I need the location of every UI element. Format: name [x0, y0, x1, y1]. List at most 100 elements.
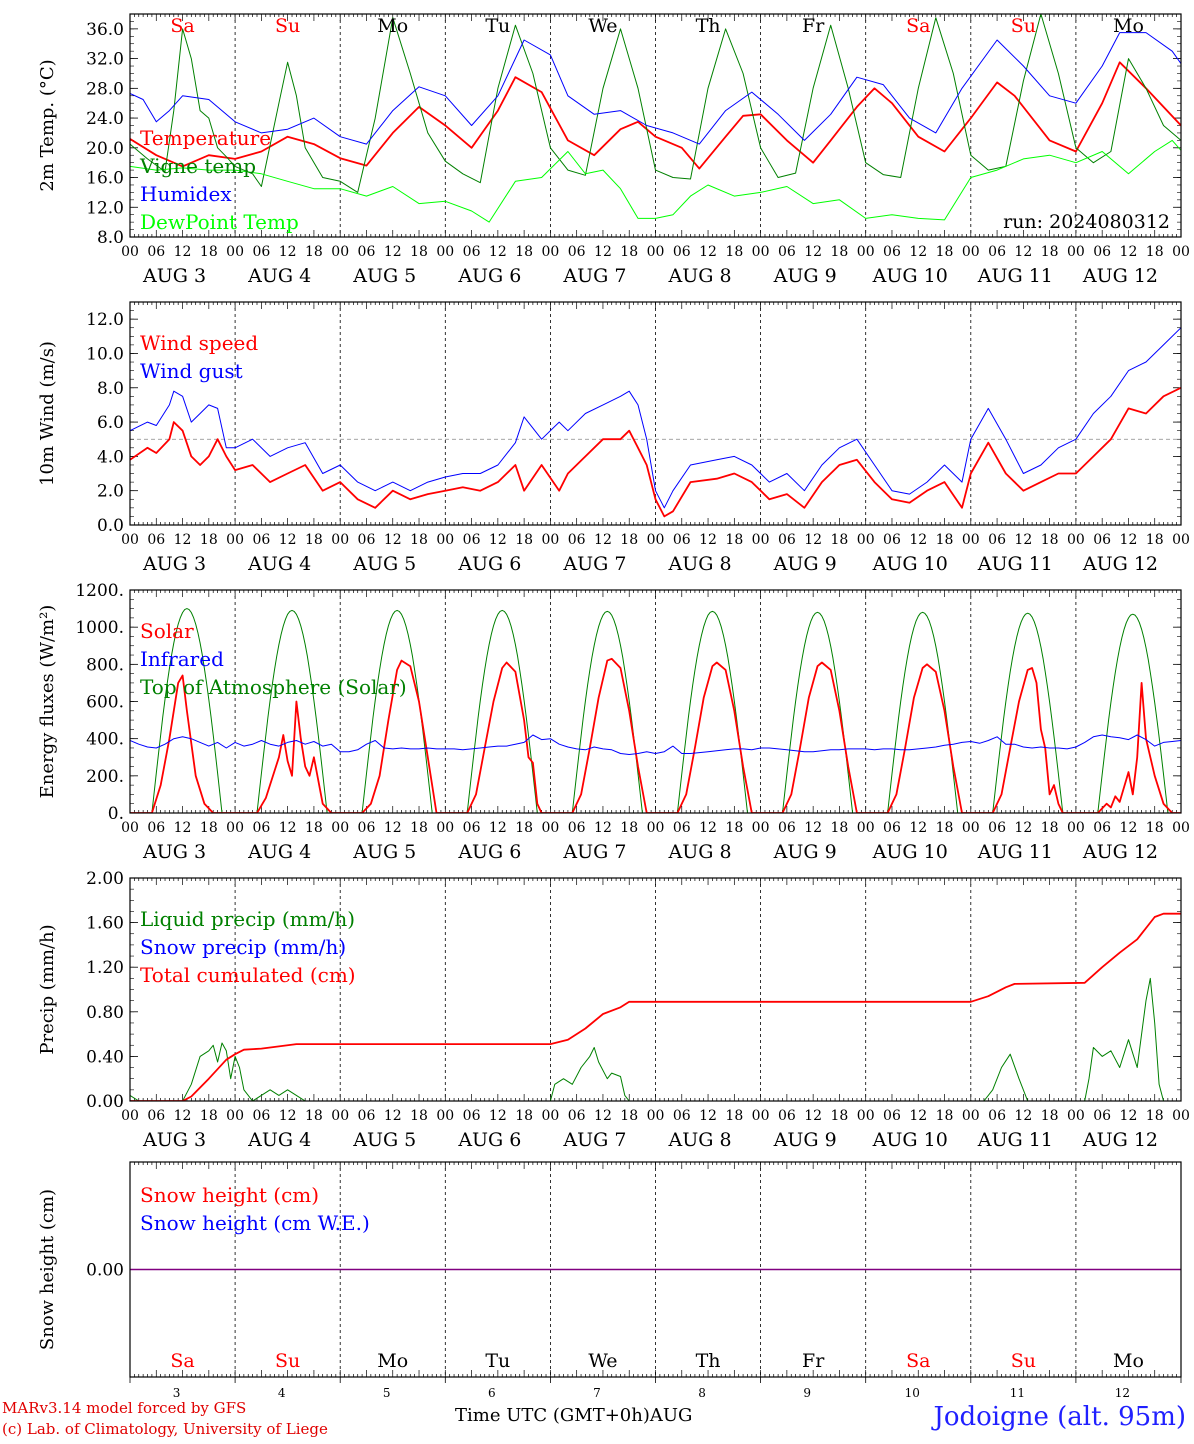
hour-tick-label: 18 [410, 820, 428, 836]
hour-tick-label: 18 [1041, 820, 1059, 836]
y-tick-label: 600. [86, 693, 124, 713]
hour-tick-label: 12 [489, 1108, 507, 1124]
hour-tick-label: 12 [804, 820, 822, 836]
hour-tick-label: 00 [121, 820, 139, 836]
hour-tick-label: 18 [200, 532, 218, 548]
day-number-label: 6 [488, 1386, 496, 1400]
day-number-label: 11 [1010, 1386, 1025, 1400]
hour-tick-label: 06 [1093, 244, 1111, 260]
date-label: AUG 6 [457, 841, 521, 863]
date-label: AUG 12 [1082, 553, 1158, 575]
hour-tick-label: 18 [831, 820, 849, 836]
date-label: AUG 11 [977, 1129, 1053, 1151]
hour-tick-label: 12 [699, 532, 717, 548]
y-tick-label: 20.0 [86, 139, 124, 159]
hour-tick-label: 12 [1120, 244, 1138, 260]
hour-tick-label: 12 [384, 244, 402, 260]
series-line-top-of-atmosphere-solar- [130, 608, 1181, 813]
series-line-humidex [130, 32, 1181, 145]
legend-liquid-precip-mm-h-: Liquid precip (mm/h) [140, 907, 355, 931]
hour-tick-label: 06 [358, 1108, 376, 1124]
hour-tick-label: 06 [568, 244, 586, 260]
date-label: AUG 7 [562, 1129, 626, 1151]
date-label: AUG 9 [773, 553, 837, 575]
hour-tick-label: 06 [147, 532, 165, 548]
hour-tick-label: 00 [647, 1108, 665, 1124]
hour-tick-label: 00 [1067, 244, 1085, 260]
weekday-label: Sa [906, 1350, 930, 1372]
hour-tick-label: 06 [673, 244, 691, 260]
hour-tick-label: 00 [1067, 1108, 1085, 1124]
hour-tick-label: 18 [515, 244, 533, 260]
hour-tick-label: 06 [147, 1108, 165, 1124]
date-label: AUG 11 [977, 841, 1053, 863]
weekday-label: We [588, 15, 617, 37]
hour-tick-label: 18 [1146, 820, 1164, 836]
hour-tick-label: 12 [279, 820, 297, 836]
hour-tick-label: 00 [647, 820, 665, 836]
hour-tick-label: 06 [883, 244, 901, 260]
hour-tick-label: 00 [436, 532, 454, 548]
y-axis-label: Precip (mm/h) [37, 924, 58, 1054]
hour-tick-label: 06 [988, 820, 1006, 836]
hour-tick-label: 00 [752, 1108, 770, 1124]
date-label: AUG 10 [872, 1129, 948, 1151]
y-tick-label: 16.0 [86, 169, 124, 189]
hour-tick-label: 12 [804, 1108, 822, 1124]
hour-tick-label: 06 [568, 532, 586, 548]
date-label: AUG 8 [668, 265, 732, 287]
hour-tick-label: 12 [1014, 532, 1032, 548]
hour-tick-label: 00 [226, 244, 244, 260]
date-label: AUG 7 [562, 841, 626, 863]
hour-tick-label: 18 [410, 244, 428, 260]
date-label: AUG 10 [872, 841, 948, 863]
hour-tick-label: 12 [1014, 1108, 1032, 1124]
hour-tick-label: 18 [515, 1108, 533, 1124]
hour-tick-label: 06 [568, 820, 586, 836]
hour-tick-label: 06 [1093, 820, 1111, 836]
hour-tick-label: 12 [174, 532, 192, 548]
day-number-label: 8 [698, 1386, 706, 1400]
hour-tick-label: 00 [331, 820, 349, 836]
hour-tick-label: 12 [489, 820, 507, 836]
legend-vigne-temp: Vigne temp [139, 154, 256, 178]
hour-tick-label: 12 [594, 244, 612, 260]
station-name: Jodoigne (alt. 95m) [933, 1402, 1186, 1432]
series-group [130, 327, 1181, 518]
hour-tick-label: 06 [252, 532, 270, 548]
panel-frame [129, 301, 1182, 526]
lab-credit: (c) Lab. of Climatology, University of L… [2, 1420, 328, 1438]
hour-tick-label: 12 [174, 244, 192, 260]
weekday-label: Fr [802, 15, 825, 37]
x-axis-month: AUG [649, 1405, 693, 1426]
hour-tick-label: 00 [1172, 532, 1190, 548]
hour-tick-label: 18 [410, 1108, 428, 1124]
hour-tick-label: 00 [436, 820, 454, 836]
legend-snow-height-cm-w-e-: Snow height (cm W.E.) [140, 1211, 370, 1235]
hour-tick-label: 06 [568, 1108, 586, 1124]
y-tick-label: 10.0 [86, 344, 124, 364]
hour-tick-label: 06 [463, 1108, 481, 1124]
hour-tick-label: 18 [725, 244, 743, 260]
hour-tick-label: 00 [541, 532, 559, 548]
hour-tick-label: 12 [279, 532, 297, 548]
hour-tick-label: 00 [752, 244, 770, 260]
weekday-label: Sa [170, 1350, 194, 1372]
series-line-wind-speed [130, 386, 1181, 518]
hour-tick-label: 12 [384, 532, 402, 548]
weekday-label: We [588, 1350, 617, 1372]
hour-tick-label: 00 [121, 532, 139, 548]
series-line-total-cumulated-cm- [130, 912, 1181, 1101]
weekday-label: Th [696, 15, 721, 37]
date-label: AUG 4 [247, 841, 311, 863]
hour-tick-label: 06 [988, 1108, 1006, 1124]
date-label: AUG 3 [142, 553, 206, 575]
day-number-label: 3 [173, 1386, 181, 1400]
hour-tick-label: 00 [331, 1108, 349, 1124]
date-label: AUG 6 [457, 265, 521, 287]
hour-tick-label: 00 [962, 532, 980, 548]
hour-tick-label: 12 [699, 820, 717, 836]
hour-tick-label: 00 [541, 820, 559, 836]
date-label: AUG 4 [247, 553, 311, 575]
panel-1: 8.0 12.0 16.0 20.0 24.0 28.0 32.0 36.0 2m Temp. … [37, 13, 1190, 287]
